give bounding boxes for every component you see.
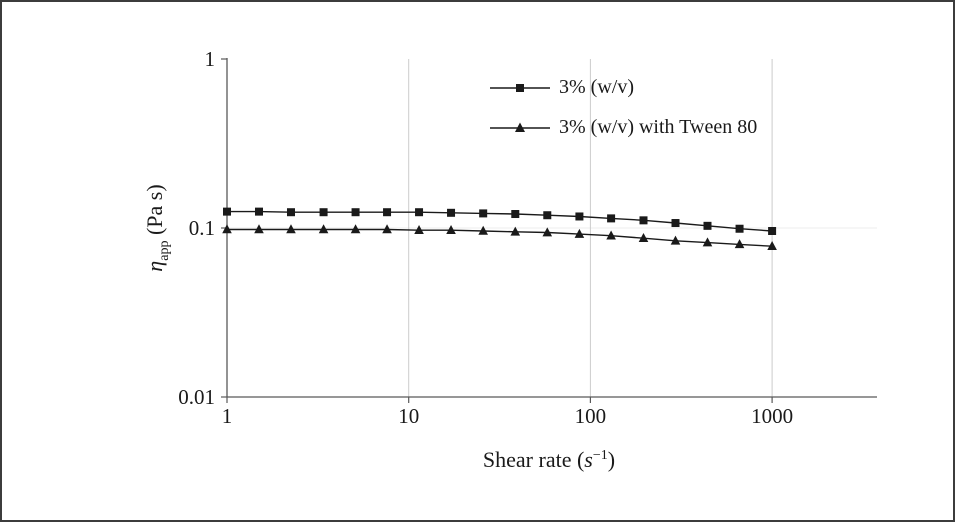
triangle-marker-icon (446, 225, 456, 235)
square-marker-icon (671, 219, 680, 228)
series-3-percent-tween (222, 224, 777, 251)
square-marker-icon (319, 208, 328, 217)
square-marker-icon (768, 226, 777, 235)
x-tick-label: 1000 (751, 404, 793, 428)
triangle-marker-icon (638, 233, 649, 243)
triangle-marker-icon (254, 224, 264, 234)
y-tick-label: 0.1 (189, 216, 215, 240)
x-tick-label: 1 (222, 404, 233, 428)
square-marker-icon (639, 216, 648, 225)
triangle-marker-icon (670, 235, 681, 245)
triangle-marker-icon (515, 122, 525, 132)
legend-entry-3-percent: 3% (w/v) (490, 76, 757, 99)
y-tick-label: 0.01 (178, 385, 215, 409)
x-axis-title: Shear rate (s−1) (483, 447, 615, 472)
square-marker-icon (479, 209, 488, 218)
square-marker-icon (511, 210, 520, 219)
y-axis-title: ηapp (Pa s) (142, 184, 172, 271)
triangle-marker-icon (478, 225, 488, 235)
triangle-marker-icon (542, 227, 553, 237)
triangle-marker-icon (702, 237, 713, 247)
square-marker-icon (351, 208, 360, 217)
legend-triangle-sample (490, 122, 550, 132)
square-marker-icon (286, 208, 295, 217)
square-marker-icon (703, 221, 712, 230)
triangle-marker-icon (510, 226, 521, 236)
x-tick-label: 100 (575, 404, 607, 428)
triangle-marker-icon (414, 225, 424, 235)
series-line (227, 210, 773, 232)
square-marker-icon (575, 212, 584, 221)
triangle-marker-icon (382, 224, 392, 234)
triangle-marker-icon (574, 228, 585, 238)
triangle-marker-icon (318, 224, 329, 234)
legend-square-sample (490, 83, 550, 92)
triangle-marker-icon (606, 230, 616, 240)
triangle-marker-icon (222, 224, 232, 234)
legend-label-3-percent: 3% (w/v) (559, 76, 634, 98)
triangle-marker-icon (767, 241, 777, 251)
square-marker-icon (543, 211, 552, 220)
square-marker-icon (735, 224, 744, 233)
square-marker-icon (607, 214, 616, 223)
legend-entry-3-percent-tween: 3% (w/v) with Tween 80 (490, 116, 757, 139)
series-3-percent (223, 207, 777, 235)
series-line (227, 228, 773, 247)
x-tick-label: 10 (398, 404, 419, 428)
square-marker-icon (254, 207, 263, 216)
y-tick-label: 1 (205, 47, 216, 71)
square-marker-icon (516, 83, 524, 92)
square-marker-icon (223, 207, 231, 216)
legend: 3% (w/v) 3% (w/v) with Tween 80 (490, 76, 757, 139)
triangle-marker-icon (286, 224, 296, 234)
square-marker-icon (415, 208, 424, 217)
square-marker-icon (447, 208, 456, 217)
legend-label-3-percent-tween: 3% (w/v) with Tween 80 (559, 116, 758, 138)
square-marker-icon (383, 208, 392, 217)
triangle-marker-icon (734, 239, 745, 249)
triangle-marker-icon (350, 224, 361, 234)
